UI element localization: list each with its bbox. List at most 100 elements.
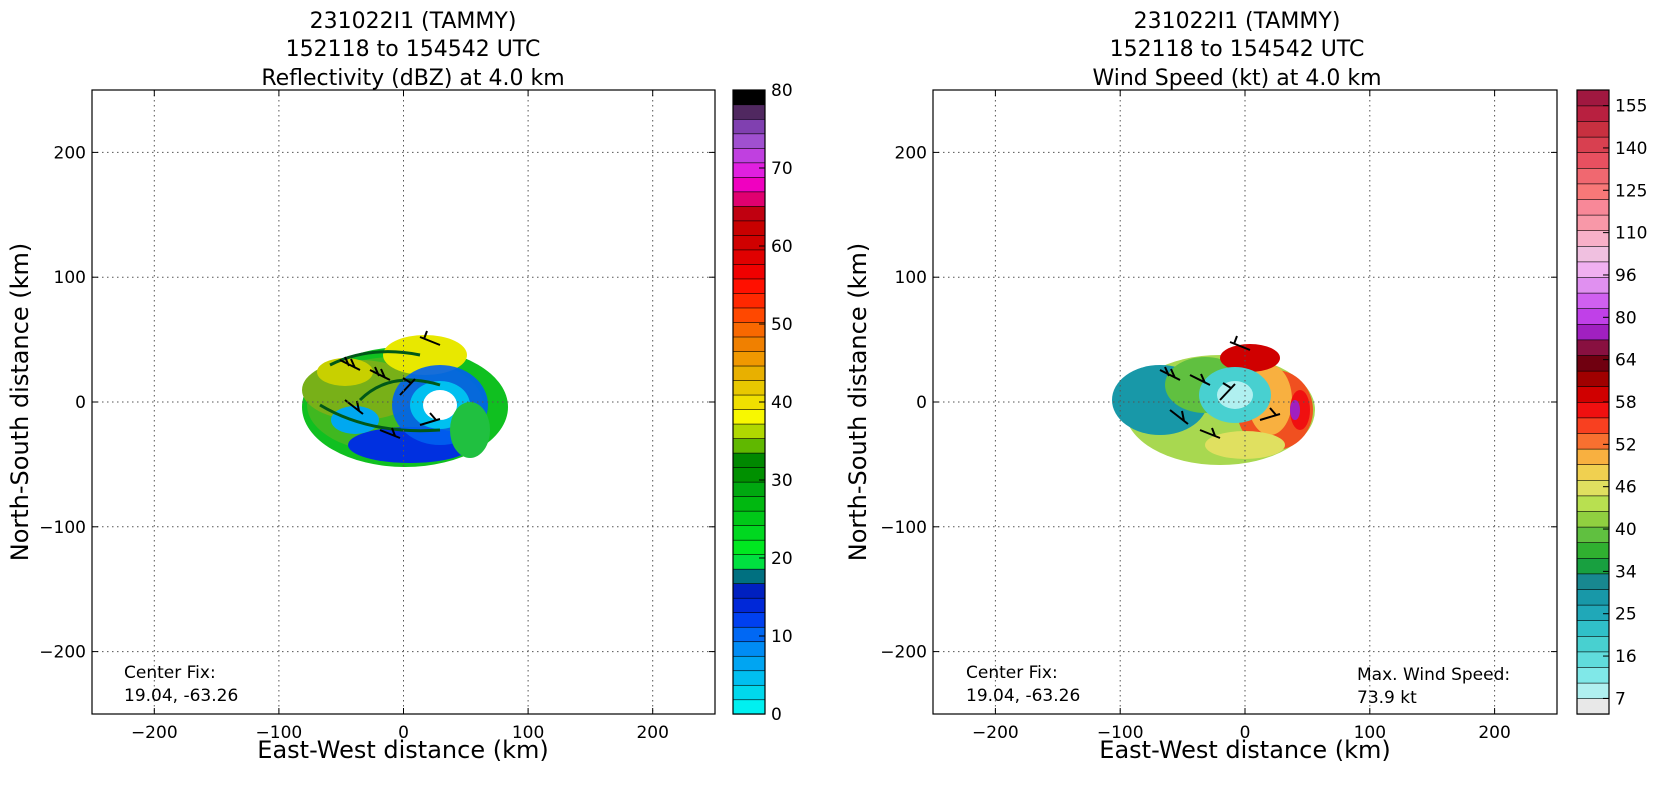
- colorbar-segment: [732, 104, 766, 120]
- colorbar-segment: [1576, 339, 1610, 356]
- colorbar-segment: [732, 133, 766, 149]
- colorbar-segment: [732, 249, 766, 265]
- colorbar-segment: [732, 147, 766, 164]
- colorbar-segment: [732, 220, 766, 236]
- colorbar-tick-label: 20: [771, 549, 793, 569]
- colorbar-segment: [1576, 183, 1610, 200]
- y-axis-label: North-South distance (km): [6, 243, 34, 562]
- colorbar-segment: [732, 234, 766, 251]
- colorbar-segment: [1576, 542, 1610, 559]
- colorbar-tick-label: 64: [1615, 351, 1637, 371]
- colorbar-tick-label: 7: [1615, 689, 1626, 709]
- colorbar-segment: [732, 89, 766, 106]
- colorbar-tick-label: 96: [1615, 266, 1637, 286]
- colorbar-segment: [732, 408, 766, 425]
- colorbar-tick-label: 80: [771, 81, 793, 101]
- colorbar-segment: [732, 612, 766, 628]
- title-line-2: 152118 to 154542 UTC: [1110, 37, 1365, 62]
- y-tick-label: 0: [75, 393, 86, 413]
- colorbar-segment: [732, 699, 766, 715]
- colorbar-segment: [732, 191, 766, 207]
- y-tick-label: 200: [54, 143, 86, 163]
- y-axis-label: North-South distance (km): [844, 243, 872, 562]
- colorbar-segment: [1576, 448, 1610, 465]
- colorbar-tick-label: 0: [771, 705, 782, 725]
- x-tick-label: 100: [1354, 723, 1386, 743]
- colorbar-segment: [1576, 651, 1610, 668]
- title-line-1: 231022I1 (TAMMY): [310, 9, 517, 34]
- colorbar-segment: [732, 684, 766, 701]
- colorbar-segment: [732, 525, 766, 541]
- colorbar-segment: [732, 641, 766, 657]
- colorbar-segment: [1576, 292, 1610, 309]
- reflectivity-field: [302, 335, 508, 467]
- colorbar-segment: [732, 437, 766, 454]
- x-tick-label: 200: [1478, 723, 1510, 743]
- y-tick-label: −200: [880, 643, 927, 663]
- wind-barbs: [339, 330, 441, 439]
- colorbar-segment: [1576, 89, 1610, 107]
- colorbar-segment: [1576, 666, 1610, 684]
- y-tick-label: −100: [39, 518, 86, 538]
- colorbar-tick-label: 140: [1615, 139, 1647, 159]
- colorbar-segment: [732, 307, 766, 323]
- title-line-3: Reflectivity (dBZ) at 4.0 km: [261, 66, 564, 91]
- colorbar-segment: [732, 205, 766, 222]
- wind-speed-panel: 231022I1 (TAMMY) 152118 to 154542 UTC Wi…: [844, 9, 1647, 764]
- wind-speed-colorbar: 7 16 25 34 40 46 52 58 64 80 96 110 125 140 155: [1576, 89, 1647, 715]
- colorbar-tick-label: 30: [771, 471, 793, 491]
- colorbar-tick-label: 25: [1615, 605, 1637, 625]
- reflectivity-colorbar: 0 10 20 30 40 50 60 70 80: [732, 81, 793, 725]
- wind-barbs: [1159, 335, 1281, 439]
- colorbar-tick-label: 155: [1615, 97, 1647, 117]
- center-fix-label: Center Fix:: [966, 663, 1058, 683]
- x-axis-label: East-West distance (km): [257, 736, 548, 764]
- x-axis-label: East-West distance (km): [1099, 736, 1390, 764]
- colorbar-tick-label: 40: [771, 393, 793, 413]
- max-wind-label: Max. Wind Speed:: [1357, 665, 1510, 685]
- colorbar-segment: [732, 568, 766, 584]
- colorbar-tick-label: 16: [1615, 647, 1637, 667]
- colorbar-segment: [1576, 214, 1610, 232]
- x-tick-label: −100: [1097, 723, 1144, 743]
- colorbar-segment: [732, 292, 766, 309]
- gridlines: [92, 90, 715, 714]
- colorbar-tick-label: 60: [771, 237, 793, 257]
- colorbar-segment: [1576, 432, 1610, 450]
- x-tick-label: 100: [512, 723, 544, 743]
- colorbar-segment: [732, 452, 766, 468]
- reflectivity-panel: 231022I1 (TAMMY) 152118 to 154542 UTC Re…: [6, 9, 793, 764]
- colorbar-segment: [732, 278, 766, 294]
- colorbar-segment: [1576, 354, 1610, 372]
- colorbar-segment: [732, 496, 766, 512]
- axis-ticks: −200 −100 0 100 200 −200 −100 0 100 200: [880, 90, 1557, 743]
- colorbar-tick-label: 46: [1615, 478, 1637, 498]
- colorbar-segment: [732, 263, 766, 280]
- colorbar-tick-label: 40: [1615, 520, 1637, 540]
- colorbar-segment: [732, 176, 766, 193]
- x-tick-label: 0: [1240, 723, 1251, 743]
- gridlines: [933, 90, 1557, 714]
- x-tick-label: 0: [398, 723, 409, 743]
- colorbar-segment: [1576, 479, 1610, 497]
- axis-ticks: −200 −100 0 100 200 −200 −100 0 100 200: [39, 90, 715, 743]
- colorbar-segment: [732, 626, 766, 643]
- colorbar-tick-label: 34: [1615, 562, 1637, 582]
- x-tick-label: −200: [131, 723, 178, 743]
- colorbar-segment: [1576, 323, 1610, 341]
- colorbar-segment: [732, 554, 766, 570]
- y-tick-label: 100: [54, 268, 86, 288]
- colorbar-tick-label: 125: [1615, 181, 1647, 201]
- colorbar-segment: [732, 583, 766, 599]
- colorbar-segment: [732, 423, 766, 439]
- colorbar-segment: [1576, 464, 1610, 481]
- colorbar-segment: [732, 162, 766, 178]
- center-fix-value: 19.04, -63.26: [966, 686, 1080, 706]
- y-tick-label: 200: [895, 143, 927, 163]
- colorbar-tick-label: 58: [1615, 393, 1637, 413]
- colorbar-tick-label: 10: [771, 627, 793, 647]
- colorbar-segment: [1576, 198, 1610, 216]
- colorbar-segment: [732, 350, 766, 367]
- colorbar-segment: [732, 510, 766, 526]
